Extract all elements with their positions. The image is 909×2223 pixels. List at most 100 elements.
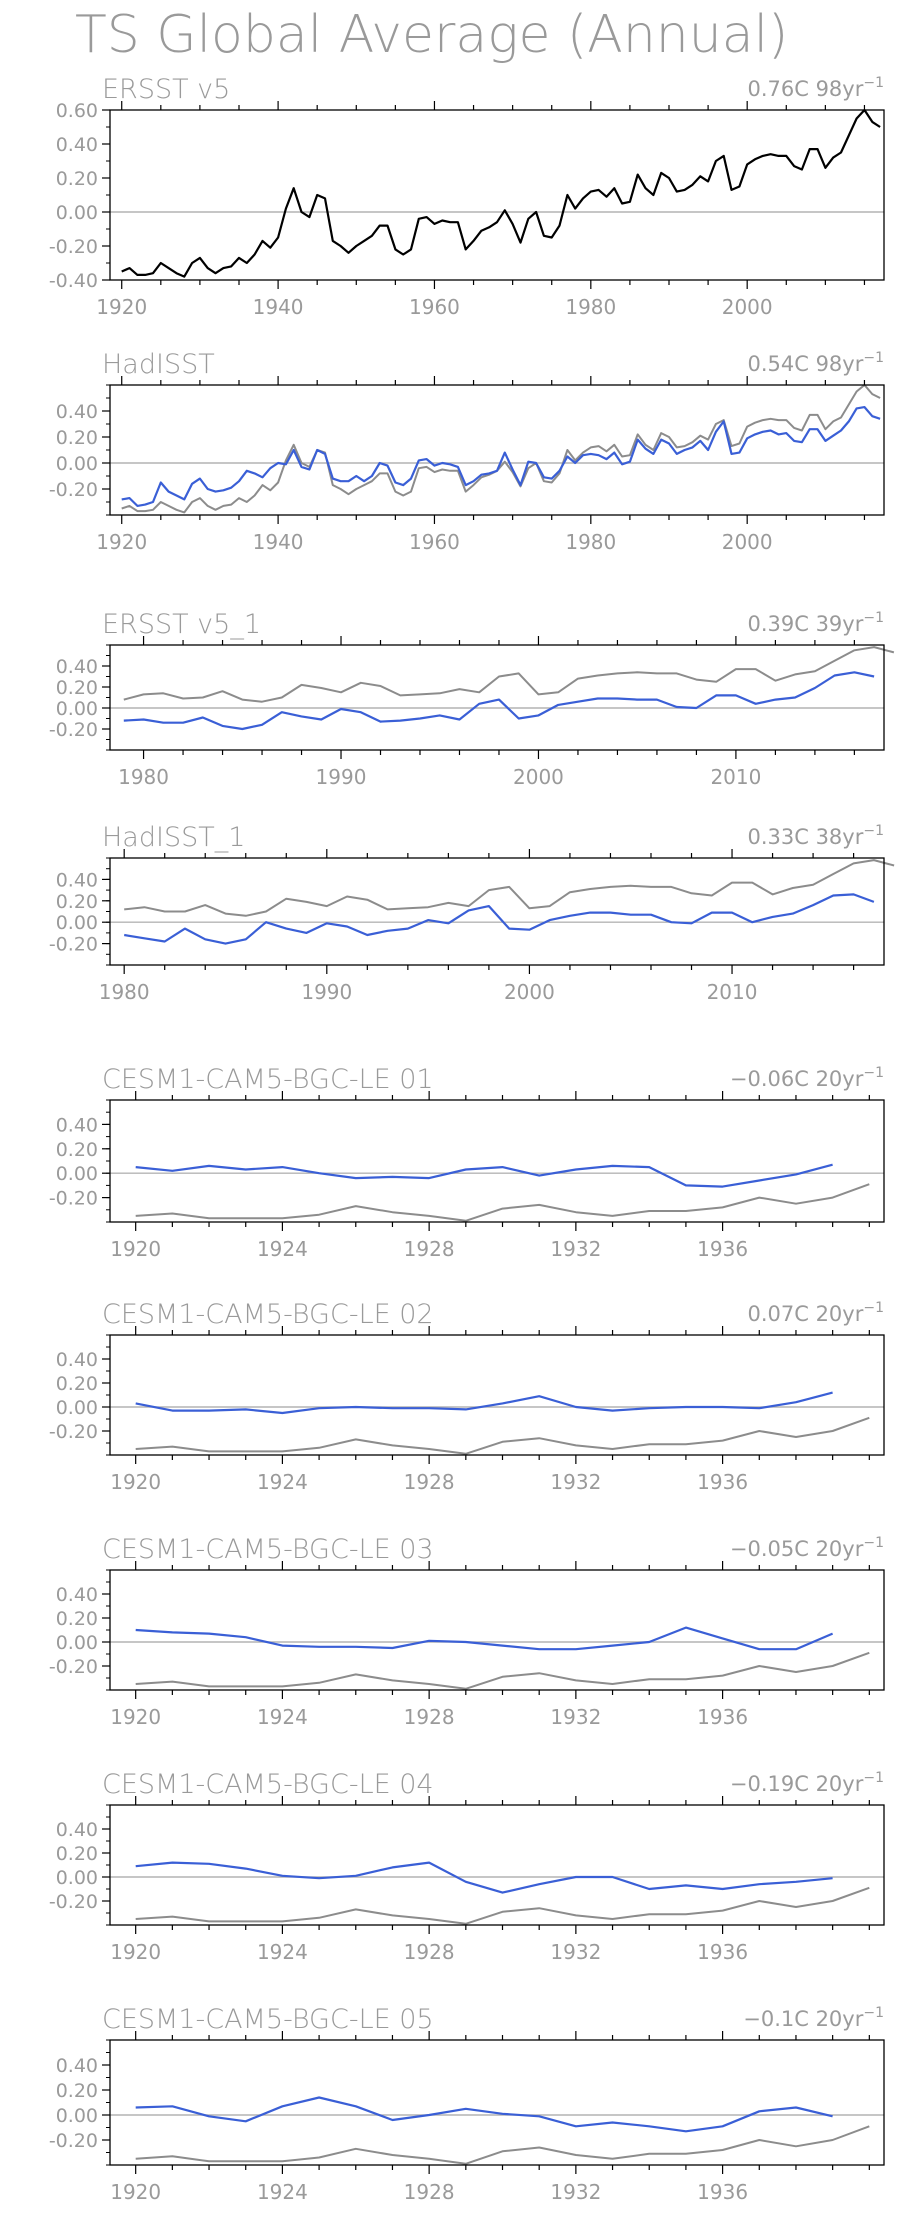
trend-label: 0.07C 20yr−1 [747, 1300, 884, 1326]
x-tick-label: 1920 [110, 1470, 161, 1494]
trend-label: 0.33C 38yr−1 [747, 823, 884, 849]
series-line-reference [135, 1416, 870, 1455]
x-tick-label: 1936 [697, 2180, 748, 2204]
series-line-reference [135, 1886, 870, 1925]
plot-frame [109, 644, 885, 751]
y-tick-label: -0.40 [49, 270, 98, 292]
chart-panel: ERSST v5 0.76C 98yr−1 0.60 0.40 0.20 0.00 -0.2… [49, 74, 885, 319]
panel-title: CESM1-CAM5-BGC-LE 03 [102, 1534, 434, 1565]
y-tick-label: 0.40 [56, 134, 98, 156]
y-tick-label: -0.20 [49, 2130, 98, 2152]
panel-title: CESM1-CAM5-BGC-LE 05 [102, 2004, 434, 2035]
y-tick-label: -0.20 [49, 1656, 98, 1678]
x-tick-label: 1920 [96, 530, 147, 554]
panels: ERSST v5 0.76C 98yr−10.600.400.200.00-0.2… [49, 74, 895, 2204]
y-tick-label: 0.00 [56, 1632, 98, 1654]
plot-frame [109, 384, 885, 516]
y-tick-label: 0.00 [56, 1867, 98, 1889]
x-tick-label: 1920 [110, 1237, 161, 1261]
y-tick-label: 0.20 [56, 677, 98, 699]
x-tick-label: 1928 [404, 1705, 455, 1729]
x-tick-label: 1960 [409, 530, 460, 554]
x-tick-label: 2000 [513, 765, 564, 789]
series-line-reference [121, 384, 881, 514]
panel-title: CESM1-CAM5-BGC-LE 02 [102, 1299, 434, 1330]
x-tick-label: 1932 [550, 1237, 601, 1261]
x-tick-label: 1936 [697, 1940, 748, 1964]
x-tick-label: 1928 [404, 2180, 455, 2204]
series-line-reference [135, 1183, 870, 1222]
plot-frame [109, 2039, 885, 2166]
x-tick-label: 1990 [316, 765, 367, 789]
x-tick-label: 1924 [257, 1705, 308, 1729]
y-tick-label: 0.40 [56, 1819, 98, 1841]
series-line-primary [135, 1163, 833, 1188]
trend-label: 0.54C 98yr−1 [747, 350, 884, 376]
y-tick-label: 0.00 [56, 453, 98, 475]
series-line-primary [124, 893, 875, 945]
x-tick-label: 1980 [565, 530, 616, 554]
x-tick-label: 1960 [409, 295, 460, 319]
x-tick-label: 2010 [710, 765, 761, 789]
y-tick-label: 0.20 [56, 1139, 98, 1161]
x-tick-label: 1932 [550, 1940, 601, 1964]
panel-title: HadISST [102, 349, 215, 380]
panel-title: CESM1-CAM5-BGC-LE 04 [102, 1769, 434, 1800]
trend-label: −0.06C 20yr−1 [730, 1065, 884, 1091]
plot-frame [109, 1569, 885, 1691]
y-tick-label: 0.60 [56, 100, 98, 122]
trend-label: −0.05C 20yr−1 [730, 1535, 884, 1561]
y-tick-label: 0.20 [56, 2080, 98, 2102]
trend-label: 0.76C 98yr−1 [747, 75, 884, 101]
x-tick-label: 1936 [697, 1237, 748, 1261]
x-tick-label: 1924 [257, 1470, 308, 1494]
x-tick-label: 1932 [550, 1705, 601, 1729]
trend-label: −0.1C 20yr−1 [743, 2005, 884, 2031]
series-line-primary [121, 406, 881, 507]
panel-title: ERSST v5 [102, 74, 230, 105]
series-line-primary [135, 1391, 833, 1415]
chart-panel: CESM1-CAM5-BGC-LE 01 −0.06C 20yr−1 0.40 0.2… [49, 1064, 885, 1261]
panel-title: ERSST v5_1 [102, 609, 261, 640]
x-tick-label: 1940 [253, 530, 304, 554]
x-tick-label: 1980 [565, 295, 616, 319]
x-tick-label: 1920 [110, 1705, 161, 1729]
y-tick-label: 0.40 [56, 1114, 98, 1136]
y-tick-label: -0.20 [49, 1188, 98, 1210]
series-line-primary [123, 671, 875, 731]
x-tick-label: 1980 [99, 980, 150, 1004]
series-line-primary [121, 108, 881, 278]
trend-label: 0.39C 39yr−1 [747, 610, 884, 636]
series-line-reference [135, 2125, 870, 2165]
y-tick-label: -0.20 [49, 1421, 98, 1443]
y-tick-label: 0.00 [56, 2105, 98, 2127]
x-tick-label: 1928 [404, 1940, 455, 1964]
y-tick-label: 0.20 [56, 1373, 98, 1395]
x-tick-label: 1924 [257, 2180, 308, 2204]
plot-frame [109, 1334, 885, 1456]
figure-title: TS Global Average (Annual) [75, 5, 788, 65]
chart-panel: HadISST_1 0.33C 38yr−1 0.400.200.00-0.20 19… [49, 822, 895, 1004]
plot-frame [109, 109, 885, 281]
y-tick-label: 0.20 [56, 427, 98, 449]
series-line-primary [135, 2096, 833, 2133]
x-tick-label: 1924 [257, 1237, 308, 1261]
panel-title: CESM1-CAM5-BGC-LE 01 [102, 1064, 434, 1095]
x-tick-label: 1924 [257, 1940, 308, 1964]
series-line-primary [135, 1626, 834, 1651]
x-tick-label: 1928 [404, 1237, 455, 1261]
y-tick-label: -0.20 [49, 479, 98, 501]
y-tick-label: -0.20 [49, 934, 98, 956]
series-line-reference [123, 646, 895, 703]
y-tick-label: 0.40 [56, 656, 98, 678]
y-tick-label: -0.20 [49, 719, 98, 741]
y-tick-label: 0.40 [56, 401, 98, 423]
y-tick-label: 0.20 [56, 1843, 98, 1865]
x-tick-label: 1920 [110, 1940, 161, 1964]
chart-panel: CESM1-CAM5-BGC-LE 02 0.07C 20yr−1 0.400.20… [49, 1299, 885, 1494]
x-tick-label: 1920 [96, 295, 147, 319]
x-tick-label: 1928 [404, 1470, 455, 1494]
x-tick-label: 2000 [722, 295, 773, 319]
series-line-reference [124, 859, 895, 917]
